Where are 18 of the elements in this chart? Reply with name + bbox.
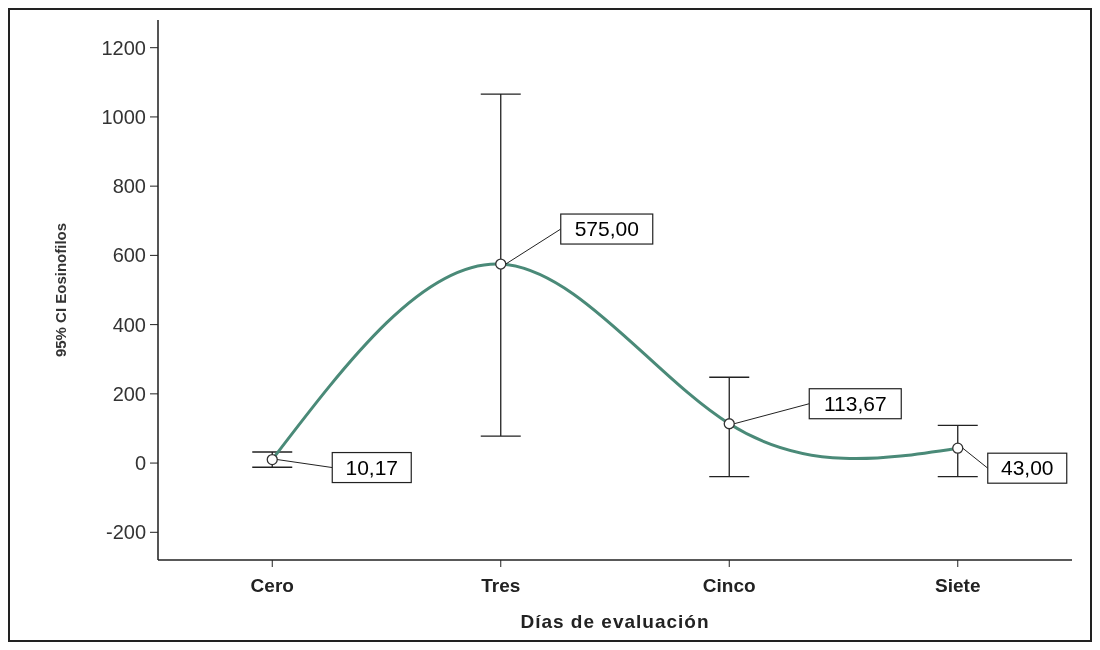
y-tick-label: 200 [112,382,146,405]
x-tick-label: Siete [935,575,981,596]
x-tick-label: Cinco [702,575,756,596]
data-label: 575,00 [574,217,639,241]
y-tick-label: 400 [112,313,146,336]
x-tick-label: Tres [481,575,521,596]
data-label: 10,17 [345,455,399,479]
y-tick-label: 1000 [101,105,146,128]
data-label: 43,00 [1000,456,1054,480]
y-tick-label: 800 [112,175,146,198]
y-tick-label: 600 [112,244,146,267]
y-tick-label: 0 [134,452,146,475]
y-tick-label: -200 [105,521,146,544]
y-axis-title: 95% CI Eosinofilos [52,222,69,358]
y-tick-label: 1200 [101,36,146,59]
x-tick-label: Cero [250,575,294,596]
data-label: 113,67 [823,391,887,415]
x-axis-title: Días de evaluación [520,611,710,632]
